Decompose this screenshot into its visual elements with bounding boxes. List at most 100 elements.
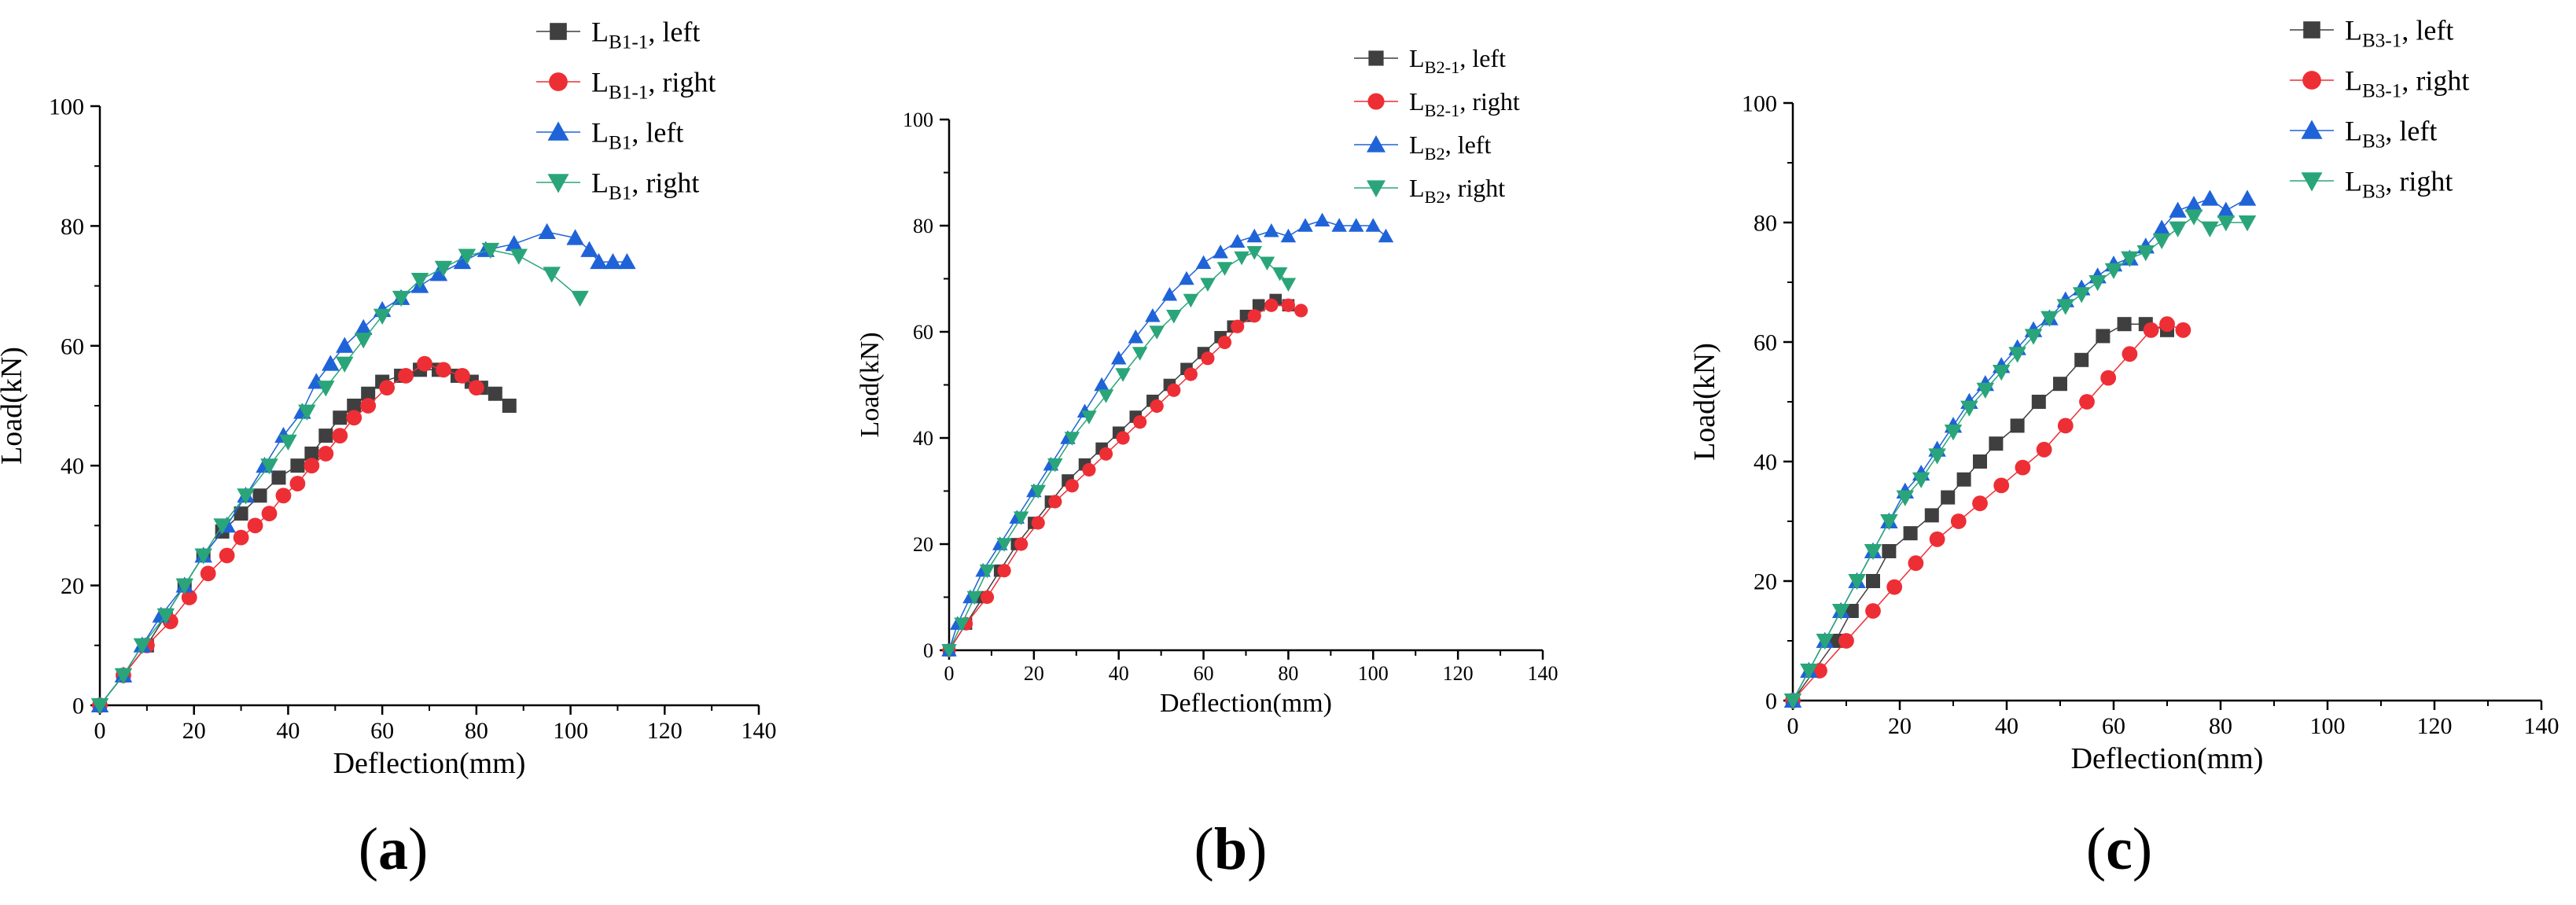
data-point <box>2201 189 2219 206</box>
x-axis-title: Deflection(mm) <box>1160 689 1332 718</box>
series-triangle-down <box>1783 209 2257 710</box>
series-line <box>99 249 580 706</box>
data-point <box>1132 347 1148 361</box>
x-tick-label: 0 <box>94 718 106 744</box>
data-point <box>1213 245 1228 259</box>
legend-label: LB1-1, left <box>591 17 700 53</box>
data-point <box>2201 221 2219 237</box>
legend-item: LB2, left <box>1354 131 1491 164</box>
legend-label: LB1, left <box>591 117 683 154</box>
data-point <box>361 386 376 401</box>
data-point <box>1848 574 1866 590</box>
data-point <box>1195 255 1212 270</box>
y-tick-label: 20 <box>913 533 933 556</box>
data-point <box>1886 579 1903 595</box>
data-point <box>1973 454 1987 469</box>
data-point <box>234 506 248 521</box>
data-point <box>2100 370 2117 386</box>
x-tick-label: 60 <box>1194 662 1214 685</box>
data-point <box>1082 462 1096 477</box>
data-point <box>1234 251 1249 266</box>
data-point <box>2217 201 2236 218</box>
series-line <box>99 231 627 706</box>
data-point <box>347 399 362 413</box>
legend-label: LB2, left <box>1409 131 1491 164</box>
data-point <box>1280 278 1297 292</box>
y-tick-label: 0 <box>72 693 84 719</box>
data-point <box>1264 298 1279 312</box>
series-circle <box>1785 316 2191 708</box>
data-point <box>1864 544 1882 561</box>
series-line <box>1792 215 2247 701</box>
y-tick-label: 100 <box>1742 91 1777 117</box>
data-point <box>1098 447 1113 461</box>
data-point <box>233 529 249 546</box>
data-point <box>2031 395 2046 409</box>
data-point <box>1882 544 1897 558</box>
legend-item: LB3-1, right <box>2290 65 2469 102</box>
y-tick-label: 60 <box>1754 330 1777 356</box>
x-tick-label: 60 <box>2102 713 2125 739</box>
data-point <box>996 538 1012 552</box>
data-point <box>318 446 334 462</box>
data-point <box>1960 400 1978 417</box>
y-tick-label: 80 <box>61 214 84 240</box>
data-point <box>2015 459 2031 476</box>
data-point <box>1013 511 1029 525</box>
data-point <box>1924 508 1939 523</box>
x-tick-label: 120 <box>647 718 683 744</box>
data-point <box>2072 287 2091 304</box>
data-point <box>1110 351 1127 365</box>
data-point <box>1200 278 1216 292</box>
data-point <box>941 644 957 658</box>
data-point <box>200 565 216 582</box>
data-point <box>114 668 133 685</box>
data-point <box>322 355 340 371</box>
data-point <box>181 589 197 605</box>
series-line <box>948 219 1386 651</box>
data-point <box>2184 209 2203 226</box>
data-point <box>275 487 292 504</box>
data-point <box>290 458 305 473</box>
data-point <box>1378 228 1394 243</box>
data-point <box>2096 329 2110 344</box>
data-point <box>1944 425 1963 441</box>
series-triangle-up <box>1783 189 2257 708</box>
data-point <box>2217 215 2236 232</box>
data-point <box>571 290 589 307</box>
data-point <box>1271 267 1288 281</box>
data-point <box>458 248 477 265</box>
x-tick-label: 0 <box>944 662 955 685</box>
legend-marker <box>2303 21 2320 39</box>
data-point <box>1314 212 1330 227</box>
x-tick-label: 20 <box>1888 713 1912 739</box>
series-circle <box>92 355 484 713</box>
data-point <box>346 410 362 426</box>
data-point <box>2053 377 2067 392</box>
data-point <box>417 355 432 372</box>
data-point <box>2117 317 2132 332</box>
data-point <box>979 564 995 579</box>
legend-item: LB3-1, left <box>2290 15 2453 52</box>
y-axis-title: Load(kN) <box>856 332 885 437</box>
data-point <box>332 428 348 443</box>
data-point <box>1133 415 1147 429</box>
legend-item: LB2-1, right <box>1354 87 1520 120</box>
panel-label: (a) <box>359 816 429 882</box>
y-tick-label: 100 <box>903 109 933 131</box>
data-point <box>1297 218 1313 232</box>
data-point <box>2104 263 2123 280</box>
data-point <box>2079 394 2095 410</box>
data-point <box>453 252 472 270</box>
legend-label: LB2-1, right <box>1409 87 1520 120</box>
data-point <box>1950 513 1967 529</box>
data-point <box>2041 311 2059 327</box>
data-point <box>2008 347 2026 363</box>
data-point <box>304 458 320 474</box>
data-point <box>481 242 500 259</box>
data-point <box>1844 604 1859 618</box>
data-point <box>252 488 267 503</box>
data-point <box>175 578 193 594</box>
y-tick-label: 0 <box>923 639 933 662</box>
x-tick-label: 20 <box>1024 662 1044 685</box>
